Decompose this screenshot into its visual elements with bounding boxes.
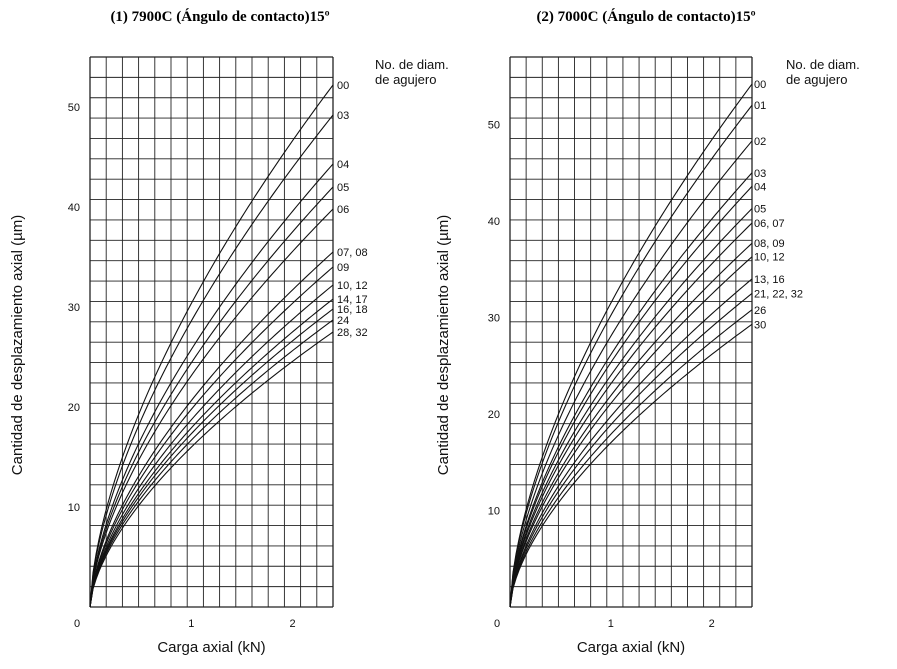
chart-1-series-label: 24 xyxy=(337,315,349,327)
chart-1-series-line-16-18 xyxy=(89,308,334,608)
chart-2-ytick-label: 20 xyxy=(488,409,500,421)
chart-1-series-line-00 xyxy=(89,84,334,608)
chart-2-series-label: 05 xyxy=(754,203,766,215)
chart-1-series-label: 09 xyxy=(337,262,349,274)
chart-2-ytick-label: 30 xyxy=(488,313,500,325)
chart-2-xtick-label: 1 xyxy=(608,618,614,630)
chart-1-ytick-label: 50 xyxy=(68,102,80,114)
chart-1-series-label: 16, 18 xyxy=(337,304,368,316)
chart-2-series-label: 06, 07 xyxy=(754,218,785,230)
chart-2-origin-label: 0 xyxy=(494,618,500,630)
chart-2-series-label: 26 xyxy=(754,305,766,317)
chart-1-series-line-10-12 xyxy=(89,284,334,608)
chart-2-series-label: 01 xyxy=(754,100,766,112)
chart-2-series-line-06-07 xyxy=(509,222,753,608)
chart-1-series-label: 03 xyxy=(337,110,349,122)
chart-2-series-label: 08, 09 xyxy=(754,238,785,250)
chart-2-series-label: 21, 22, 32 xyxy=(754,288,803,300)
chart-1-xtick-label: 1 xyxy=(188,618,194,630)
chart-1-ytick-label: 40 xyxy=(68,202,80,214)
chart-1-series-line-03 xyxy=(89,114,334,608)
chart-2-series-label: 00 xyxy=(754,79,766,91)
chart-2-series-label: 13, 16 xyxy=(754,274,785,286)
chart-2-series-label: 03 xyxy=(754,168,766,180)
chart-2-series-label: 10, 12 xyxy=(754,252,785,264)
chart-1-ylabel: Cantidad de desplazamiento axial (µm) xyxy=(9,215,26,475)
chart-1-series-line-05 xyxy=(89,186,334,608)
chart-2-legend-title: No. de diam. xyxy=(786,57,860,72)
chart-1-series-line-07-08 xyxy=(89,251,334,608)
chart-1-series-label: 28, 32 xyxy=(337,327,368,339)
chart-1-series-label: 00 xyxy=(337,80,349,92)
chart-1-ytick-label: 20 xyxy=(68,402,80,414)
chart-1-xtick-label: 2 xyxy=(289,618,295,630)
chart-1-series-label: 07, 08 xyxy=(337,247,368,259)
chart-1-title: (1) 7900C (Ángulo de contacto)15º xyxy=(110,8,329,25)
chart-1-series-line-24 xyxy=(89,319,334,608)
chart-1-series-line-14-17 xyxy=(89,298,334,608)
chart-1-ytick-label: 10 xyxy=(68,502,80,514)
chart-2-ytick-label: 10 xyxy=(488,506,500,518)
chart-2-series-line-08-09 xyxy=(509,242,753,608)
chart-2-ytick-label: 40 xyxy=(488,216,500,228)
chart-1-series-line-04 xyxy=(89,163,334,608)
chart-2-series-label: 30 xyxy=(754,319,766,331)
chart-2-series-line-30 xyxy=(509,323,753,608)
chart-1-legend-title: de agujero xyxy=(375,72,436,87)
chart-2-series-line-00 xyxy=(509,83,753,608)
chart-1-series-label: 10, 12 xyxy=(337,280,368,292)
chart-2-series-line-02 xyxy=(509,140,753,608)
chart-1-series-label: 04 xyxy=(337,159,349,171)
chart-2-title: (2) 7000C (Ángulo de contacto)15º xyxy=(536,8,755,25)
chart-2-ytick-label: 50 xyxy=(488,120,500,132)
chart-2-series-line-04 xyxy=(509,185,753,608)
chart-2-ylabel: Cantidad de desplazamiento axial (µm) xyxy=(435,215,452,475)
chart-1-xlabel: Carga axial (kN) xyxy=(157,639,265,656)
chart-1-series-line-28-32 xyxy=(89,331,334,608)
chart-2-legend-title: de agujero xyxy=(786,72,847,87)
chart-2-series-line-05 xyxy=(509,208,753,608)
chart-2-series-line-26 xyxy=(509,309,753,608)
chart-2-series-line-01 xyxy=(509,104,753,608)
chart-2-series-line-03 xyxy=(509,172,753,608)
chart-2-series-line-21-22-32 xyxy=(509,292,753,608)
chart-2-series-line-13-16 xyxy=(509,278,753,608)
chart-1-series-label: 14, 17 xyxy=(337,294,368,306)
chart-2-series-line-10-12 xyxy=(509,256,753,608)
chart-2-series-label: 04 xyxy=(754,181,766,193)
chart-2-xtick-label: 2 xyxy=(709,618,715,630)
chart-1-series-line-06 xyxy=(89,208,334,608)
chart-1-ytick-label: 30 xyxy=(68,302,80,314)
chart-2-series-label: 02 xyxy=(754,136,766,148)
chart-2-xlabel: Carga axial (kN) xyxy=(577,639,685,656)
chart-1-series-label: 05 xyxy=(337,182,349,194)
chart-1-legend-title: No. de diam. xyxy=(375,57,449,72)
chart-1-series-line-09 xyxy=(89,266,334,608)
chart-1-origin-label: 0 xyxy=(74,618,80,630)
chart-1-series-label: 06 xyxy=(337,204,349,216)
